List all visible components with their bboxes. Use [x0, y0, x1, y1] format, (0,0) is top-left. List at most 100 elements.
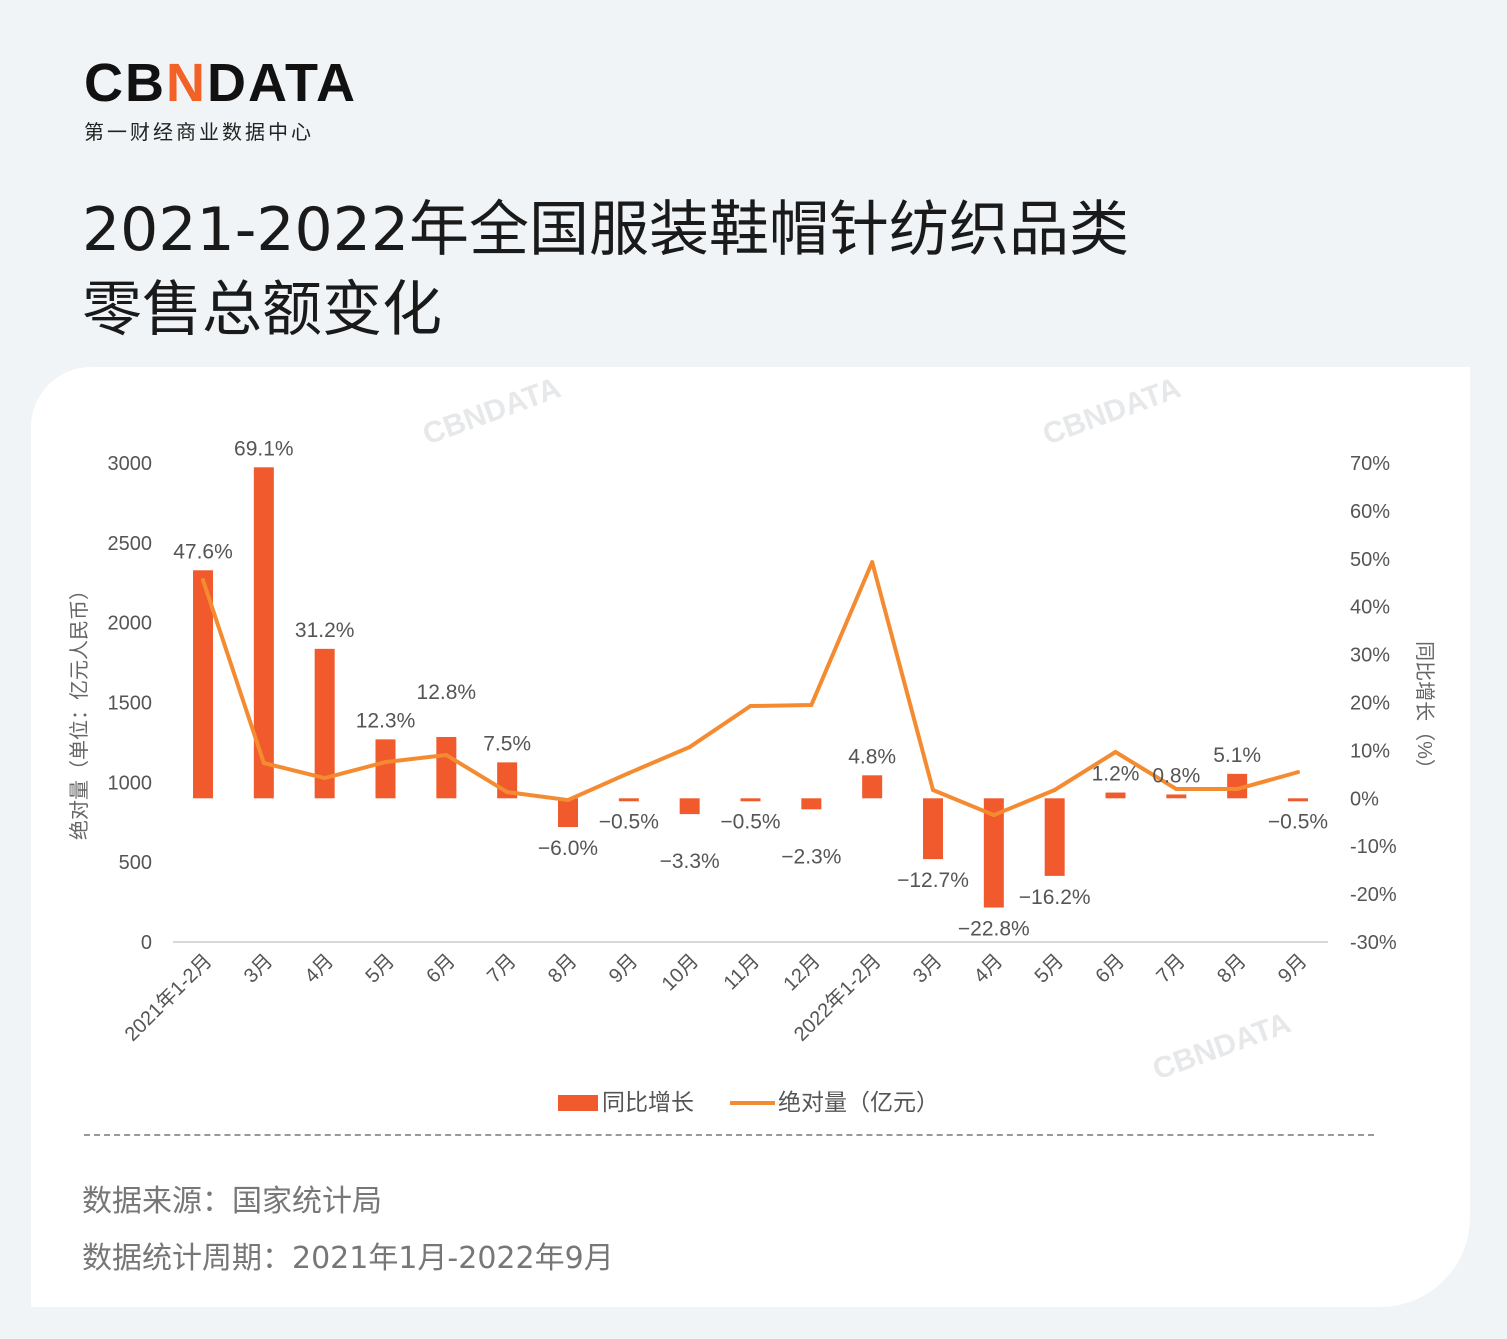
x-tick-label: 6月 [1091, 950, 1129, 988]
line-point [870, 560, 875, 565]
page-title: 2021-2022年全国服装鞋帽针纺织品类 零售总额变化 [82, 190, 1129, 350]
bar-data-label: 12.8% [417, 681, 477, 704]
legend-line-label: 绝对量（亿元） [778, 1089, 939, 1115]
line-point [383, 760, 388, 765]
line-point [1052, 787, 1057, 792]
line-point [1235, 787, 1240, 792]
bar-growth [1166, 794, 1187, 799]
x-tick-label: 7月 [483, 950, 521, 988]
bar-data-label: 31.2% [295, 619, 355, 642]
legend-bar-label: 同比增长 [602, 1089, 694, 1115]
x-tick-label: 7月 [1152, 950, 1190, 988]
bar-data-label: 12.3% [356, 709, 416, 732]
bar-data-label: 0.8% [1152, 764, 1200, 787]
data-period: 数据统计周期：2021年1月-2022年9月 [82, 1241, 614, 1276]
divider [84, 1134, 1374, 1136]
y-right-tick: 10% [1350, 740, 1390, 762]
line-point [748, 704, 753, 709]
y-left-tick: 2000 [108, 613, 153, 635]
line-point [505, 790, 510, 795]
bar-data-label: 69.1% [234, 437, 294, 460]
bar-growth [193, 570, 213, 799]
line-point [1113, 749, 1118, 754]
bar-growth [862, 775, 883, 799]
bar-data-label: −0.5% [599, 811, 659, 834]
y-right-tick: -30% [1350, 932, 1397, 954]
bar-growth [618, 798, 639, 802]
line-point [444, 753, 449, 758]
x-tick-label: 3月 [909, 950, 947, 988]
title-line-1: 2021-2022年全国服装鞋帽针纺织品类 [82, 195, 1130, 265]
line-point [809, 703, 814, 708]
bar-growth [923, 798, 943, 860]
logo-text: CB [84, 53, 166, 113]
x-tick-label: 11月 [720, 950, 764, 994]
logo-text: DATA [207, 53, 357, 113]
line-point [201, 578, 205, 583]
y-right-tick: -10% [1350, 836, 1397, 858]
line-point [1174, 787, 1179, 792]
x-tick-label: 4月 [301, 950, 339, 988]
x-tick-label: 9月 [605, 950, 643, 988]
bar-data-label: −6.0% [538, 837, 598, 860]
y-left-tick: 1500 [108, 693, 153, 715]
bar-data-label: 4.8% [848, 745, 896, 768]
data-source: 数据来源：国家统计局 [82, 1184, 382, 1219]
bar-growth [1044, 798, 1065, 876]
bar-data-label: −3.3% [660, 850, 720, 873]
line-point [931, 787, 935, 792]
bar-growth [1288, 798, 1308, 802]
y-right-tick: -20% [1350, 884, 1397, 906]
bar-data-label: −2.3% [781, 845, 841, 868]
bar-data-label: −0.5% [1268, 811, 1328, 834]
y-right-tick: 40% [1350, 597, 1390, 619]
bar-growth [679, 798, 700, 815]
y-right-tick: 0% [1350, 788, 1379, 810]
bar-data-label: 1.2% [1092, 763, 1140, 786]
bar-growth [1105, 792, 1126, 799]
bar-growth [801, 798, 822, 810]
line-point [626, 771, 631, 776]
bar-data-label: 47.6% [173, 540, 233, 563]
bar-growth [436, 736, 457, 799]
bar-data-label: 7.5% [483, 732, 531, 755]
bar-growth [375, 739, 396, 799]
bar-growth [740, 798, 761, 802]
line-point [1296, 770, 1300, 775]
y-left-tick: 0 [141, 932, 152, 954]
bar-growth [558, 798, 578, 828]
x-tick-label: 5月 [361, 950, 399, 988]
x-tick-label: 12月 [779, 950, 824, 995]
y-right-tick: 20% [1350, 693, 1390, 715]
legend-bar-swatch [558, 1095, 598, 1111]
line-point [261, 761, 266, 766]
x-tick-label: 4月 [970, 950, 1008, 988]
y-left-tick: 1000 [108, 772, 153, 794]
title-line-2: 零售总额变化 [82, 275, 442, 345]
y-right-tick: 30% [1350, 645, 1390, 667]
bar-data-label: −22.8% [958, 918, 1030, 941]
y-right-tick: 50% [1350, 549, 1390, 571]
bar-growth [1227, 773, 1248, 799]
x-tick-label: 10月 [658, 950, 703, 995]
line-point [687, 745, 692, 750]
bar-growth [253, 467, 274, 799]
x-tick-label: 6月 [422, 950, 460, 988]
legend: 同比增长 绝对量（亿元） [558, 1089, 939, 1115]
bar-growth [314, 648, 335, 799]
bar-data-label: −16.2% [1019, 886, 1091, 909]
x-tick-label: 3月 [240, 950, 278, 988]
x-tick-label: 2021年1-2月 [120, 949, 216, 1045]
cbndata-logo: CBNDATA 第一财经商业数据中心 [84, 56, 357, 145]
logo-subtitle: 第一财经商业数据中心 [84, 120, 314, 144]
y-left-tick: 3000 [108, 453, 153, 475]
x-tick-label: 8月 [1213, 950, 1251, 988]
y-right-tick: 60% [1350, 501, 1390, 523]
bar-data-label: −12.7% [897, 869, 969, 892]
line-point [991, 813, 996, 818]
y-left-tick: 2500 [108, 533, 153, 555]
x-tick-label: 5月 [1031, 950, 1069, 988]
y-left-label: 绝对量（单位：亿元人民币） [68, 580, 91, 840]
logo-mark: N [166, 53, 207, 113]
y-right-label: 同比增长（%） [1413, 641, 1436, 779]
